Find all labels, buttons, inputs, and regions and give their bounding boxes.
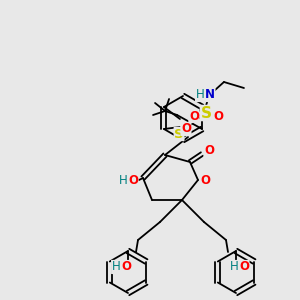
Text: O: O — [128, 173, 138, 187]
Text: H: H — [118, 173, 127, 187]
Text: H: H — [196, 88, 204, 101]
Text: O: O — [181, 122, 191, 136]
Text: O: O — [189, 110, 199, 122]
Text: N: N — [205, 88, 215, 101]
Text: S: S — [174, 128, 184, 140]
Text: O: O — [213, 110, 223, 122]
Text: O: O — [239, 260, 249, 274]
Text: O: O — [204, 145, 214, 158]
Text: O: O — [200, 173, 210, 187]
Text: O: O — [121, 260, 131, 274]
Text: H: H — [112, 260, 120, 274]
Text: H: H — [230, 260, 238, 274]
Text: S: S — [200, 106, 211, 121]
